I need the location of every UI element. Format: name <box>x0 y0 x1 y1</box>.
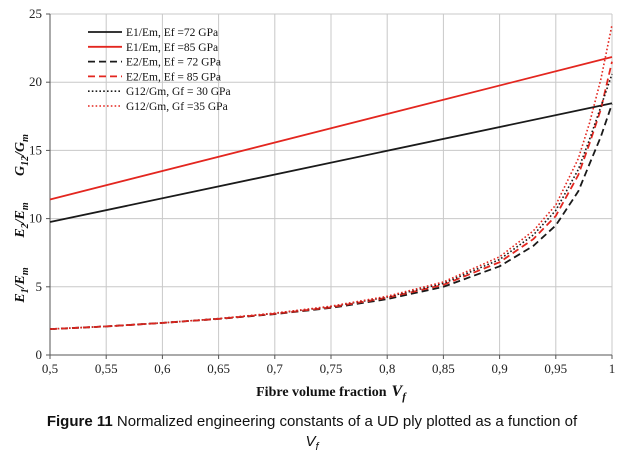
series-line-2 <box>49 103 613 330</box>
legend-label-5: G12/Gm, Gf =35 GPa <box>126 101 228 113</box>
series-line-4 <box>49 73 613 330</box>
x-tick-label-7: 0,85 <box>432 361 455 376</box>
series-line-5 <box>49 24 613 330</box>
series-line-1 <box>49 56 613 201</box>
x-axis-title-symbol: V <box>392 383 404 400</box>
y-axis-title: E1/Em E2/Em G12/Gm <box>13 134 31 304</box>
x-axis-title: Fibre volume fraction Vf <box>256 383 407 403</box>
caption-symbol-subscript: f <box>315 441 319 453</box>
legend-label-1: E1/Em, Ef =85 GPa <box>126 42 218 54</box>
axes <box>46 13 613 359</box>
x-tick-label-9: 0,95 <box>544 361 567 376</box>
x-tick-label-8: 0,9 <box>491 361 507 376</box>
x-tick-label-6: 0,8 <box>379 361 395 376</box>
chart: 0,5 0,55 0,6 0,65 0,7 0,75 0,8 0,85 0,9 0,95 1 0 5 1… <box>13 6 615 403</box>
y-tick-label-0: 0 <box>36 347 43 362</box>
y-tick-label-5: 25 <box>29 6 42 21</box>
caption-symbol: V <box>305 433 316 450</box>
legend-label-0: E1/Em, Ef =72 GPa <box>126 27 218 39</box>
y-axis-title-part-0: E1/Em <box>13 267 31 304</box>
y-tick-labels: 0 5 10 15 20 25 <box>29 6 42 362</box>
caption-text: Normalized engineering constants of a UD… <box>112 413 578 430</box>
y-tick-label-3: 15 <box>29 142 42 157</box>
x-tick-label-5: 0,75 <box>320 361 343 376</box>
x-tick-label-1: 0,55 <box>95 361 118 376</box>
series-lines <box>49 24 613 330</box>
x-tick-label-3: 0,65 <box>207 361 230 376</box>
series-line-3 <box>49 61 613 330</box>
y-tick-label-1: 5 <box>36 279 43 294</box>
legend: E1/Em, Ef =72 GPa E1/Em, Ef =85 GPa E2/Em,… <box>88 27 231 113</box>
legend-label-3: E2/Em, Ef = 85 GPa <box>126 71 221 83</box>
series-line-0 <box>49 102 613 223</box>
x-axis-title-subscript: f <box>402 391 407 403</box>
figure-caption: Figure 11 Normalized engineering constan… <box>0 412 624 457</box>
x-tick-label-2: 0,6 <box>154 361 171 376</box>
legend-label-2: E2/Em, Ef = 72 GPa <box>126 57 221 69</box>
legend-label-4: G12/Gm, Gf = 30 GPa <box>126 86 231 98</box>
x-tick-labels: 0,5 0,55 0,6 0,65 0,7 0,75 0,8 0,85 0,9 0,95 1 <box>42 361 615 376</box>
x-axis-title-text: Fibre volume fraction <box>256 385 387 400</box>
x-tick-label-0: 0,5 <box>42 361 58 376</box>
x-tick-label-4: 0,7 <box>267 361 284 376</box>
y-axis-title-part-2: G12/Gm <box>13 134 31 176</box>
y-tick-label-2: 10 <box>29 211 42 226</box>
y-axis-title-part-1: E2/Em <box>13 202 31 239</box>
x-tick-label-10: 1 <box>609 361 616 376</box>
y-tick-label-4: 20 <box>29 74 42 89</box>
caption-label: Figure 11 <box>46 413 113 430</box>
